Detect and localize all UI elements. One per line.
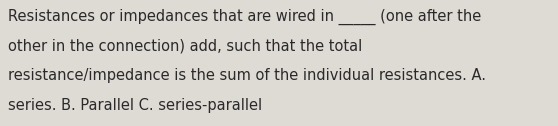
Text: series. B. Parallel C. series-parallel: series. B. Parallel C. series-parallel (8, 98, 262, 113)
Text: resistance/impedance is the sum of the individual resistances. A.: resistance/impedance is the sum of the i… (8, 68, 487, 83)
Text: other in the connection) add, such that the total: other in the connection) add, such that … (8, 38, 363, 53)
Text: Resistances or impedances that are wired in _____ (one after the: Resistances or impedances that are wired… (8, 9, 482, 25)
